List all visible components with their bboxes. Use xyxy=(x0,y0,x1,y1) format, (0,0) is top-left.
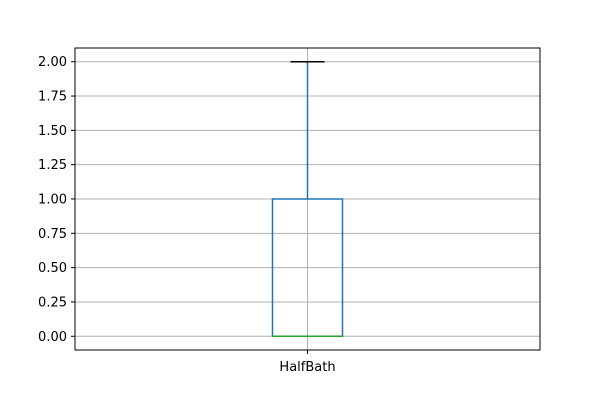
y-tick-label: 0.00 xyxy=(38,330,67,345)
y-tick-label: 2.00 xyxy=(38,55,67,70)
y-tick-label: 1.00 xyxy=(38,193,67,208)
y-tick-label: 0.50 xyxy=(38,261,67,276)
y-tick-label: 0.25 xyxy=(38,295,67,310)
y-axis: 0.00 0.25 0.50 0.75 1.00 1.25 1.50 1.75 2.00 xyxy=(38,55,75,345)
y-tick-label: 1.75 xyxy=(38,90,67,105)
y-tick-label: 0.75 xyxy=(38,227,67,242)
box-series xyxy=(271,60,344,338)
y-tick-label: 1.25 xyxy=(38,158,67,173)
y-tick-label: 1.50 xyxy=(38,124,67,139)
x-tick-label: HalfBath xyxy=(279,360,335,375)
x-axis: HalfBath xyxy=(279,350,336,375)
